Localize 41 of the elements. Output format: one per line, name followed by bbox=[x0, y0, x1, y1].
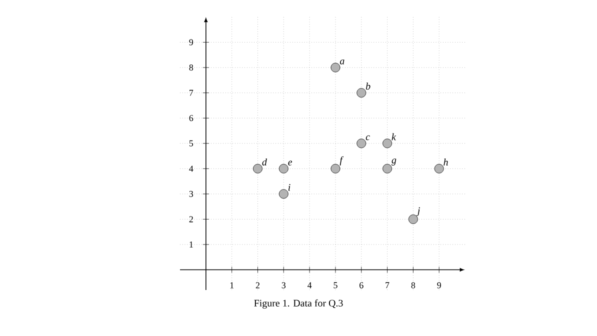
point bbox=[330, 62, 340, 72]
caption: Figure 1. Data for Q.3 bbox=[254, 299, 343, 309]
annotation: g bbox=[391, 158, 396, 166]
x-tick-label: 2 bbox=[256, 282, 260, 288]
x-tick-label: 1 bbox=[230, 282, 234, 288]
x-tick-label: 8 bbox=[411, 282, 416, 288]
point bbox=[356, 138, 366, 148]
y-tick-label: 8 bbox=[189, 64, 194, 71]
point bbox=[434, 164, 444, 174]
x-tick-label: 9 bbox=[437, 282, 441, 288]
point bbox=[382, 164, 392, 174]
annotation: b bbox=[366, 82, 370, 90]
x-tick-label: 3 bbox=[282, 282, 286, 288]
point bbox=[356, 88, 366, 98]
y-tick-label: 4 bbox=[189, 166, 194, 172]
x-tick-label: 7 bbox=[386, 282, 390, 288]
point bbox=[382, 138, 392, 148]
x-tick-label: 4 bbox=[307, 282, 312, 288]
x-tick-label: 6 bbox=[360, 282, 364, 288]
point bbox=[278, 164, 288, 174]
annotation: d bbox=[262, 158, 267, 166]
point bbox=[278, 189, 288, 199]
point bbox=[408, 214, 418, 224]
annotation: k bbox=[392, 133, 396, 140]
y-tick-label: 2 bbox=[189, 216, 193, 222]
annotation: i bbox=[288, 184, 290, 191]
x-tick-label: 5 bbox=[334, 282, 338, 288]
annotation: h bbox=[444, 158, 448, 166]
y-tick-label: 7 bbox=[190, 90, 194, 96]
annotation: f bbox=[340, 156, 344, 166]
annotation: c bbox=[366, 135, 370, 140]
annotation: j bbox=[416, 207, 420, 216]
y-tick-label: 5 bbox=[189, 140, 194, 146]
y-tick-label: 1 bbox=[190, 242, 193, 248]
y-tick-label: 6 bbox=[189, 115, 194, 122]
annotation: a bbox=[340, 60, 344, 64]
y-tick-label: 9 bbox=[189, 39, 194, 46]
y-tick-label: 3 bbox=[189, 190, 194, 197]
point bbox=[330, 164, 340, 174]
point bbox=[253, 164, 262, 174]
annotation: e bbox=[288, 160, 292, 166]
